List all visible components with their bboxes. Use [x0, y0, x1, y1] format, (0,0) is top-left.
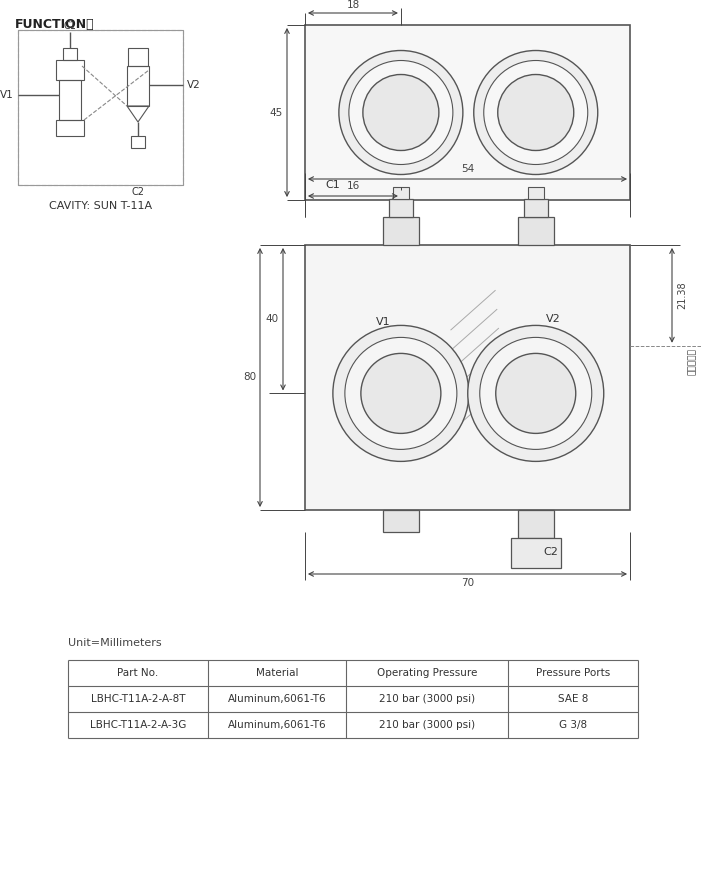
Text: LBHC-T11A-2-A-8T: LBHC-T11A-2-A-8T: [90, 694, 185, 704]
Bar: [518, 510, 554, 538]
Bar: [524, 199, 547, 217]
Bar: [131, 136, 145, 148]
Bar: [305, 25, 630, 200]
Text: V1: V1: [0, 90, 14, 100]
Text: Aluminum,6061-T6: Aluminum,6061-T6: [228, 720, 326, 730]
Text: Material: Material: [256, 668, 298, 678]
Text: 21.38: 21.38: [677, 281, 687, 309]
Text: Part No.: Part No.: [117, 668, 158, 678]
Text: Operating Pressure: Operating Pressure: [377, 668, 477, 678]
Text: C1: C1: [326, 180, 341, 190]
Circle shape: [333, 326, 469, 462]
Circle shape: [484, 60, 587, 164]
Bar: [56, 60, 84, 80]
Circle shape: [361, 354, 441, 433]
Text: 70: 70: [461, 578, 474, 588]
Circle shape: [498, 74, 573, 150]
Text: 40: 40: [266, 314, 279, 324]
Text: Pressure Ports: Pressure Ports: [536, 668, 610, 678]
Bar: [305, 245, 630, 510]
Circle shape: [339, 51, 463, 175]
Bar: [389, 199, 413, 217]
Bar: [128, 48, 148, 66]
Bar: [393, 187, 409, 199]
Circle shape: [468, 326, 604, 462]
Text: C2: C2: [544, 547, 559, 557]
Text: G 3/8: G 3/8: [559, 720, 587, 730]
Circle shape: [363, 74, 439, 150]
Bar: [511, 538, 561, 568]
Text: C2: C2: [132, 187, 144, 197]
Circle shape: [496, 354, 576, 433]
Bar: [383, 217, 419, 245]
Text: LBHC-T11A-2-A-3G: LBHC-T11A-2-A-3G: [90, 720, 186, 730]
Text: 80: 80: [243, 373, 256, 382]
Bar: [63, 48, 77, 60]
Bar: [383, 510, 419, 532]
Text: C1: C1: [64, 21, 76, 31]
Text: Unit=Millimeters: Unit=Millimeters: [68, 638, 162, 648]
Text: FUNCTION：: FUNCTION：: [15, 18, 95, 31]
Text: 210 bar (3000 psi): 210 bar (3000 psi): [379, 694, 475, 704]
Circle shape: [474, 51, 598, 175]
Text: 210 bar (3000 psi): 210 bar (3000 psi): [379, 720, 475, 730]
Bar: [18, 30, 183, 185]
Text: CAVITY: SUN T-11A: CAVITY: SUN T-11A: [49, 201, 152, 211]
Bar: [56, 120, 84, 136]
Text: Aluminum,6061-T6: Aluminum,6061-T6: [228, 694, 326, 704]
Circle shape: [479, 337, 592, 450]
Bar: [127, 66, 149, 106]
Text: V2: V2: [546, 314, 561, 324]
Text: 18: 18: [346, 0, 360, 10]
Bar: [528, 187, 544, 199]
Text: 45: 45: [270, 107, 283, 118]
Circle shape: [345, 337, 457, 450]
Text: 54: 54: [461, 164, 474, 174]
Text: 16: 16: [346, 181, 360, 191]
Text: V1: V1: [376, 317, 391, 327]
Bar: [59, 80, 81, 120]
Circle shape: [349, 60, 453, 164]
Text: 安装基准线: 安装基准线: [688, 347, 697, 375]
Text: SAE 8: SAE 8: [558, 694, 588, 704]
Bar: [518, 217, 554, 245]
Text: V2: V2: [187, 80, 200, 90]
